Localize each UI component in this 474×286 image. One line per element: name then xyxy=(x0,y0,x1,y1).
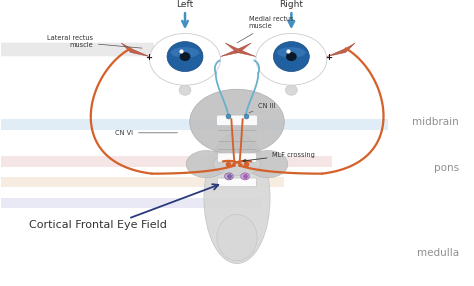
Text: Left: Left xyxy=(176,0,194,9)
Text: CN III: CN III xyxy=(249,103,275,113)
FancyBboxPatch shape xyxy=(0,119,388,130)
Ellipse shape xyxy=(285,85,297,95)
Ellipse shape xyxy=(247,150,288,178)
FancyBboxPatch shape xyxy=(0,177,284,187)
Ellipse shape xyxy=(217,214,257,261)
Polygon shape xyxy=(121,43,150,57)
Text: +: + xyxy=(145,53,152,62)
Text: medulla: medulla xyxy=(417,248,459,258)
Ellipse shape xyxy=(167,41,203,72)
FancyBboxPatch shape xyxy=(0,43,154,56)
Text: CN VI: CN VI xyxy=(115,130,177,136)
Ellipse shape xyxy=(179,85,191,95)
Ellipse shape xyxy=(286,52,297,61)
Polygon shape xyxy=(225,43,256,57)
Text: Cortical Frontal Eye Field: Cortical Frontal Eye Field xyxy=(29,221,167,231)
Text: +: + xyxy=(325,53,332,62)
Text: midbrain: midbrain xyxy=(412,117,459,127)
Ellipse shape xyxy=(256,33,327,85)
Text: pons: pons xyxy=(434,163,459,173)
Ellipse shape xyxy=(213,152,261,176)
Ellipse shape xyxy=(241,173,249,180)
Ellipse shape xyxy=(204,133,270,263)
Ellipse shape xyxy=(277,47,306,58)
FancyBboxPatch shape xyxy=(218,178,256,187)
FancyBboxPatch shape xyxy=(218,153,256,162)
FancyBboxPatch shape xyxy=(217,115,257,126)
Ellipse shape xyxy=(273,41,310,72)
Ellipse shape xyxy=(186,150,227,178)
Text: Medial rectus
muscle: Medial rectus muscle xyxy=(237,16,293,43)
Text: MLF crossing: MLF crossing xyxy=(243,152,315,162)
Text: Right: Right xyxy=(279,0,303,9)
Ellipse shape xyxy=(190,89,284,155)
Polygon shape xyxy=(327,43,355,57)
Polygon shape xyxy=(220,43,251,57)
FancyBboxPatch shape xyxy=(0,198,261,208)
FancyBboxPatch shape xyxy=(0,156,331,167)
Ellipse shape xyxy=(225,173,233,180)
Ellipse shape xyxy=(180,52,191,61)
Ellipse shape xyxy=(150,33,220,85)
Text: Lateral rectus
muscle: Lateral rectus muscle xyxy=(47,35,142,48)
Ellipse shape xyxy=(171,47,200,58)
